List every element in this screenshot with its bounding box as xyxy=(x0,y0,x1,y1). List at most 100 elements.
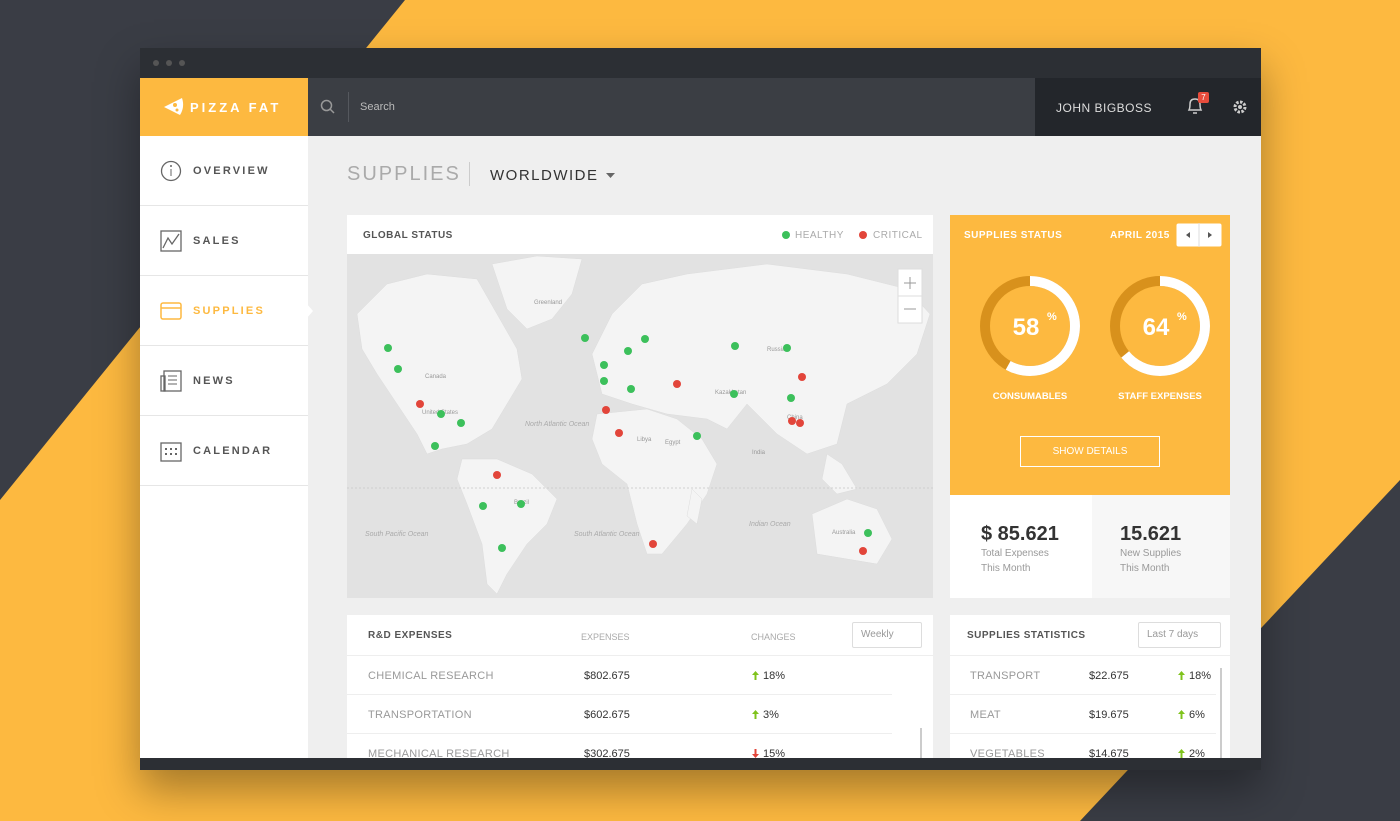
row-name: TRANSPORT xyxy=(970,670,1041,682)
divider xyxy=(347,655,933,656)
table-row: MECHANICAL RESEARCH $302.675 15% xyxy=(347,734,892,758)
nav-icon xyxy=(160,442,182,462)
trend-arrow-shape xyxy=(1178,710,1185,719)
nav-item[interactable]: CALENDAR xyxy=(140,416,308,486)
row-change: 6% xyxy=(1189,709,1205,721)
donut-unit: % xyxy=(1177,311,1187,323)
column-header: EXPENSES xyxy=(581,632,630,642)
map-label: South Pacific Ocean xyxy=(365,531,429,538)
legend-dot xyxy=(859,231,867,239)
row-amount: $22.675 xyxy=(1089,670,1129,682)
filter-dropdown[interactable]: Last 7 days xyxy=(1138,622,1221,648)
map-label: North Atlantic Ocean xyxy=(525,421,589,428)
card-title: SUPPLIES STATISTICS xyxy=(967,630,1086,641)
row-amount: $602.675 xyxy=(584,709,630,721)
period: APRIL 2015 xyxy=(1110,230,1170,241)
logo-icon xyxy=(164,98,184,115)
nav-label: SALES xyxy=(193,234,241,247)
legend-label: CRITICAL xyxy=(873,230,923,241)
period-pager[interactable] xyxy=(1176,223,1222,247)
critical-markers xyxy=(416,373,867,555)
window: PIZZA FAT Search JOHN BIGBOSS 7 OVERVIEW… xyxy=(140,48,1261,770)
table-row: MEAT $19.675 6% xyxy=(950,695,1216,734)
sidebar: OVERVIEW SALES SUPPLIES NEWS CALENDAR xyxy=(140,136,313,758)
trend-arrow xyxy=(1178,710,1185,719)
filter-dropdown[interactable]: Weekly xyxy=(852,622,922,648)
row-amount: $302.675 xyxy=(584,748,630,758)
trend-arrow xyxy=(752,710,759,719)
logo[interactable]: PIZZA FAT xyxy=(140,78,308,136)
legend-label: HEALTHY xyxy=(795,230,844,241)
row-name: CHEMICAL RESEARCH xyxy=(368,670,494,682)
divider xyxy=(950,655,1230,656)
row-change: 18% xyxy=(1189,670,1212,682)
show-details-button[interactable]: SHOW DETAILS xyxy=(1020,436,1160,467)
user-name[interactable]: JOHN BIGBOSS xyxy=(1056,101,1153,115)
row-change: 18% xyxy=(763,670,786,682)
user-panel: JOHN BIGBOSS 7 xyxy=(1035,78,1261,136)
active-pointer xyxy=(306,303,313,319)
donut-value: 64 xyxy=(1143,314,1170,341)
table-row: CHEMICAL RESEARCH $802.675 18% xyxy=(347,656,892,695)
search-icon xyxy=(320,99,335,114)
map-label: South Atlantic Ocean xyxy=(574,531,640,538)
notification-badge: 7 xyxy=(1198,92,1209,103)
page-title: SUPPLIES xyxy=(347,163,461,185)
map-label: Greenland xyxy=(534,300,562,306)
map-label: India xyxy=(752,450,766,456)
card-title: GLOBAL STATUS xyxy=(363,230,453,241)
donut-arc xyxy=(1110,276,1210,376)
nav-item[interactable]: NEWS xyxy=(140,346,308,416)
rd-expenses-card: R&D EXPENSES EXPENSES CHANGES Weekly CHE… xyxy=(347,615,933,758)
trend-arrow xyxy=(1178,671,1185,680)
nav-item[interactable]: OVERVIEW xyxy=(140,136,308,206)
table-row: VEGETABLES $14.675 2% xyxy=(950,734,1216,758)
title-bar xyxy=(140,48,1261,78)
nav-icon xyxy=(160,160,182,182)
total-value: 15.621 xyxy=(1120,523,1182,545)
column-header: CHANGES xyxy=(751,632,796,642)
search-bar[interactable]: Search xyxy=(308,78,1035,136)
nav-icon xyxy=(160,230,182,252)
divider xyxy=(469,162,470,186)
trend-arrow-shape xyxy=(1178,749,1185,758)
card-title: SUPPLIES STATUS xyxy=(964,230,1063,241)
total-box: 15.621 New Supplies This Month xyxy=(1092,495,1230,598)
map-label: Canada xyxy=(425,374,447,380)
trend-arrow xyxy=(1178,749,1185,758)
filter-label: Weekly xyxy=(861,629,894,640)
bell-icon[interactable] xyxy=(1185,96,1205,116)
global-status-card: GLOBAL STATUS HEALTHY CRITICAL Greenland… xyxy=(347,215,933,598)
row-name: MEAT xyxy=(970,709,1001,721)
donut-label: STAFF EXPENSES xyxy=(1118,391,1202,402)
nav-icon xyxy=(160,302,182,320)
nav-item[interactable]: SALES xyxy=(140,206,308,276)
total-label: Total Expenses xyxy=(981,548,1049,559)
zoom-control[interactable] xyxy=(897,268,923,324)
card-title: R&D EXPENSES xyxy=(368,630,453,641)
nav-item[interactable]: SUPPLIES xyxy=(140,276,308,346)
world-map: Greenland Canada United States North Atl… xyxy=(347,254,933,598)
map-label: Russia xyxy=(767,347,786,353)
donut-arc xyxy=(980,276,1080,376)
row-change: 15% xyxy=(763,748,786,758)
row-name: VEGETABLES xyxy=(970,748,1045,758)
map-label: Australia xyxy=(832,530,856,536)
row-amount: $14.675 xyxy=(1089,748,1129,758)
table-row: TRANSPORTATION $602.675 3% xyxy=(347,695,892,734)
window-dots xyxy=(153,60,185,66)
trend-arrow-shape xyxy=(752,749,759,758)
trend-arrow-shape xyxy=(1178,671,1185,680)
map-label: Libya xyxy=(637,437,652,443)
map-label: Egypt xyxy=(665,440,681,446)
region-select[interactable]: WORLDWIDE xyxy=(490,167,599,184)
trend-arrow-shape xyxy=(752,710,759,719)
settings-icon[interactable] xyxy=(1232,99,1248,115)
search-placeholder: Search xyxy=(360,101,395,113)
nav-icon xyxy=(160,370,182,392)
filter-label: Last 7 days xyxy=(1147,629,1199,640)
legend-dot xyxy=(782,231,790,239)
donut-label: CONSUMABLES xyxy=(993,391,1067,402)
total-sub: This Month xyxy=(1120,563,1170,574)
